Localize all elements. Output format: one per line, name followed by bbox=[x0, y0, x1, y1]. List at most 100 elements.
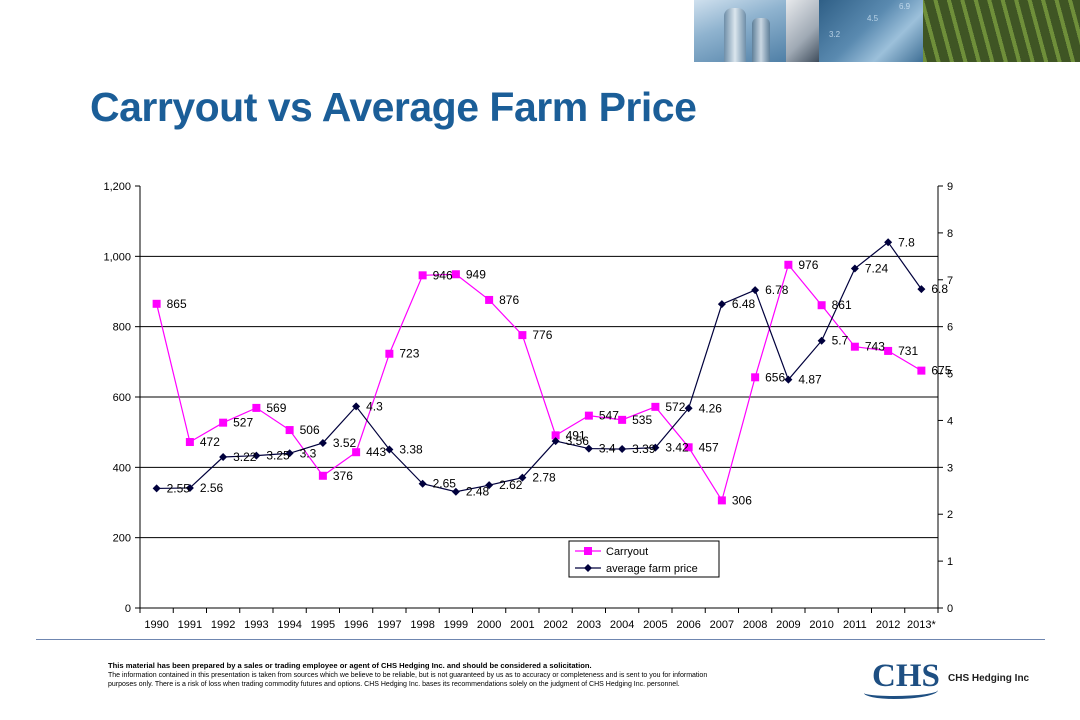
y-right-tick-label: 9 bbox=[947, 181, 953, 193]
x-tick-label: 2000 bbox=[477, 619, 501, 631]
carryout-point bbox=[717, 496, 726, 505]
documents-photo bbox=[786, 0, 819, 62]
price-data-label: 2.55 bbox=[167, 481, 191, 495]
price-data-label: 6.48 bbox=[732, 297, 756, 311]
price-data-label: 3.52 bbox=[333, 436, 357, 450]
carryout-point bbox=[219, 418, 228, 427]
legend-box bbox=[568, 540, 720, 578]
price-point bbox=[352, 402, 361, 411]
company-name: CHS Hedging Inc bbox=[948, 673, 1030, 684]
disclaimer: This material has been prepared by a sal… bbox=[108, 661, 728, 690]
price-point bbox=[551, 437, 560, 446]
slide-title: Carryout vs Average Farm Price bbox=[90, 84, 697, 130]
x-tick-label: 1992 bbox=[211, 619, 235, 631]
x-tick-label: 1990 bbox=[144, 619, 168, 631]
carryout-price-chart: 0 200 400 600 800 1,000 1,200 0 1 2 3 4 5 6 7 8 9 1990 199… bbox=[103, 181, 953, 631]
x-tick-label: 2005 bbox=[643, 619, 667, 631]
grain-bins-photo bbox=[694, 0, 786, 62]
x-tick-label: 2004 bbox=[610, 619, 634, 631]
price-point bbox=[485, 481, 494, 490]
carryout-point bbox=[684, 443, 693, 452]
price-point bbox=[285, 449, 294, 458]
x-tick-label: 2010 bbox=[809, 619, 833, 631]
y-left-tick-label: 1,000 bbox=[103, 251, 131, 263]
price-data-label: 4.26 bbox=[699, 401, 723, 415]
photo-overlay-number: 6.9 bbox=[899, 2, 911, 11]
y-right-tick-label: 3 bbox=[947, 462, 953, 474]
x-tick-label: 1991 bbox=[178, 619, 202, 631]
x-tick-label: 1993 bbox=[244, 619, 268, 631]
carryout-point bbox=[385, 349, 394, 358]
price-data-label: 7.8 bbox=[898, 235, 915, 249]
price-data-label: 4.87 bbox=[798, 373, 822, 387]
price-point bbox=[917, 285, 926, 294]
carryout-data-label: 876 bbox=[499, 293, 519, 307]
carryout-data-label: 675 bbox=[931, 364, 951, 378]
carryout-data-label: 569 bbox=[266, 401, 286, 415]
price-data-label: 3.39 bbox=[632, 442, 656, 456]
price-point bbox=[584, 444, 593, 453]
price-point bbox=[385, 445, 394, 454]
price-data-label: 3.42 bbox=[665, 441, 689, 455]
y-left-tick-label: 600 bbox=[113, 392, 131, 404]
price-point bbox=[185, 483, 194, 492]
legend-label: Carryout bbox=[606, 546, 648, 558]
y-right-tick-label: 2 bbox=[947, 509, 953, 521]
carryout-point bbox=[152, 299, 161, 308]
carryout-point bbox=[252, 403, 261, 412]
price-data-label: 2.78 bbox=[532, 471, 556, 485]
carryout-point bbox=[451, 270, 460, 279]
carryout-point bbox=[352, 448, 361, 457]
carryout-data-label: 376 bbox=[333, 469, 353, 483]
price-point bbox=[717, 300, 726, 309]
carryout-point bbox=[485, 295, 494, 304]
photo-overlay-number: 4.5 bbox=[867, 14, 879, 23]
crop-field-photo bbox=[923, 0, 1080, 62]
carryout-point bbox=[318, 471, 327, 480]
price-data-label: 4.3 bbox=[366, 399, 383, 413]
carryout-data-label: 949 bbox=[466, 267, 486, 281]
carryout-point bbox=[618, 415, 627, 424]
carryout-data-label: 776 bbox=[532, 328, 552, 342]
price-data-label: 5.7 bbox=[832, 334, 849, 348]
price-point bbox=[684, 404, 693, 413]
price-data-label: 2.56 bbox=[200, 481, 224, 495]
price-data-label: 3.25 bbox=[266, 449, 290, 463]
carryout-data-label: 491 bbox=[566, 428, 586, 442]
x-tick-label: 1995 bbox=[311, 619, 335, 631]
series-line-carryout bbox=[156, 263, 922, 502]
price-data-label: 3.4 bbox=[599, 442, 616, 456]
disclaimer-body: The information contained in this presen… bbox=[108, 671, 708, 689]
carryout-point bbox=[817, 301, 826, 310]
carryout-data-label: 656 bbox=[765, 370, 785, 384]
carryout-data-label: 535 bbox=[632, 413, 652, 427]
price-point bbox=[751, 286, 760, 295]
price-point bbox=[884, 238, 893, 247]
carryout-data-label: 731 bbox=[898, 344, 918, 358]
carryout-point bbox=[285, 426, 294, 435]
price-point bbox=[784, 375, 793, 384]
x-tick-label: 2007 bbox=[710, 619, 734, 631]
y-right-tick-label: 0 bbox=[947, 603, 953, 615]
carryout-data-label: 457 bbox=[699, 440, 719, 454]
series-line-average-farm-price bbox=[156, 241, 922, 493]
x-tick-label: 2006 bbox=[676, 619, 700, 631]
header-photo-strip: 3.2 4.5 6.9 bbox=[694, 0, 1080, 62]
y-left-tick-label: 1,200 bbox=[103, 181, 131, 193]
chs-logo: CHS CHS Hedging Inc bbox=[864, 658, 1044, 699]
x-tick-label: 2009 bbox=[776, 619, 800, 631]
market-arrows-photo: 3.2 4.5 6.9 bbox=[819, 0, 923, 62]
price-point bbox=[817, 336, 826, 345]
y-right-tick-label: 6 bbox=[947, 322, 953, 334]
logo-swoosh-icon bbox=[864, 684, 938, 699]
x-tick-label: 2013* bbox=[907, 619, 936, 631]
legend-swatch-marker bbox=[584, 547, 592, 555]
carryout-point bbox=[418, 271, 427, 280]
x-tick-label: 1999 bbox=[444, 619, 468, 631]
carryout-data-label: 723 bbox=[399, 347, 419, 361]
carryout-data-label: 976 bbox=[798, 258, 818, 272]
carryout-point bbox=[185, 438, 194, 447]
carryout-data-label: 743 bbox=[865, 340, 885, 354]
price-point bbox=[651, 443, 660, 452]
legend-label: average farm price bbox=[606, 563, 698, 575]
